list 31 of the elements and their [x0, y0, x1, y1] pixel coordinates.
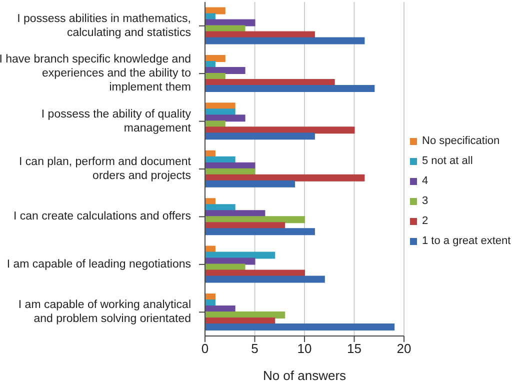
legend-label: 1 to a great extent	[422, 235, 511, 247]
y-tick-label: I possess abilities in mathematics, calculating and statistics	[17, 12, 192, 39]
bar	[205, 132, 315, 140]
bar	[205, 228, 315, 236]
x-tick-label: 0	[201, 341, 209, 356]
legend-label: No specification	[422, 135, 500, 147]
bar	[205, 180, 296, 188]
bar	[205, 84, 375, 92]
legend-label: 4	[422, 175, 428, 187]
legend-label: 5 not at all	[422, 155, 473, 167]
bar	[205, 276, 325, 283]
y-tick-label: I have branch specific knowledge and experiences and the ability to implement them	[0, 54, 191, 94]
legend-label: 2	[422, 215, 428, 227]
x-tick-label: 5	[251, 341, 258, 356]
y-tick-label: I can plan, perform and document orders and projects	[19, 156, 192, 182]
x-tick-label: 15	[347, 341, 362, 356]
y-tick-label: I am capable of working analytical and problem solving orientated	[18, 299, 191, 326]
bar	[205, 324, 395, 331]
x-tick-label: 20	[396, 341, 412, 356]
y-tick-label: I am capable of leading negotiations	[6, 258, 192, 270]
bar	[205, 54, 226, 62]
bar	[205, 66, 246, 74]
y-tick-label: I can create calculations and offers	[13, 210, 192, 223]
bar	[205, 37, 365, 44]
bar	[205, 174, 365, 182]
x-tick-label: 10	[297, 341, 312, 356]
legend-label: 3	[422, 195, 428, 207]
bar	[205, 7, 226, 14]
bar	[205, 114, 246, 122]
y-tick-label: I possess the ability of quality management	[41, 108, 192, 134]
x-axis-title: No of answers	[262, 368, 347, 382]
